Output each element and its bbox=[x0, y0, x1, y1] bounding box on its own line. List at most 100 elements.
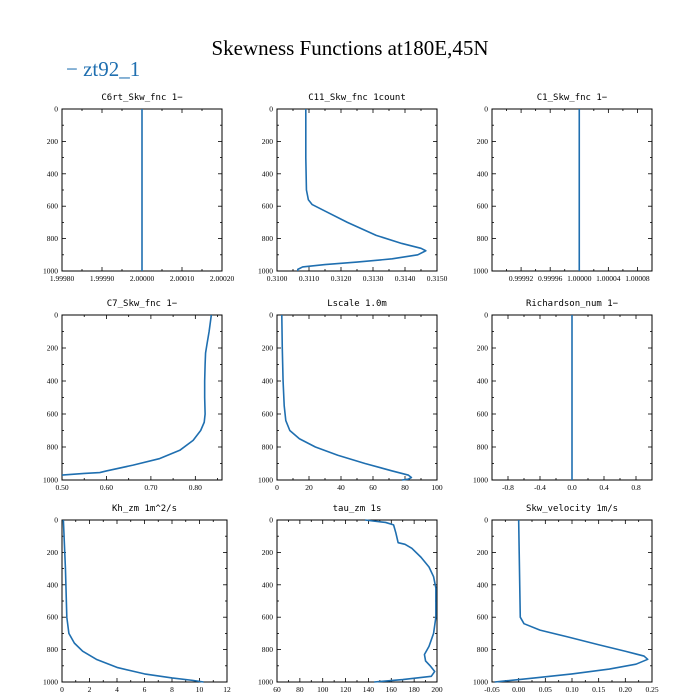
y-tick-label: 0 bbox=[269, 516, 273, 525]
x-tick-label: 12 bbox=[223, 685, 231, 694]
y-tick-label: 200 bbox=[477, 137, 489, 146]
legend-line-marker: − bbox=[66, 57, 78, 81]
x-tick-label: 1.99990 bbox=[90, 274, 115, 283]
x-tick-label: 0.3130 bbox=[363, 274, 384, 283]
x-tick-label: 2 bbox=[88, 685, 92, 694]
series-line bbox=[61, 314, 213, 476]
y-tick-label: 0 bbox=[484, 105, 488, 114]
y-tick-label: 800 bbox=[477, 645, 489, 654]
y-tick-label: 0 bbox=[54, 105, 58, 114]
plot-frame bbox=[61, 314, 223, 481]
y-tick-label: 200 bbox=[262, 344, 274, 353]
y-tick-label: 800 bbox=[262, 443, 274, 452]
panel-6: Richardson_num 1− 0 200 400 600 800 1000 -0.8 -0… bbox=[473, 299, 653, 492]
x-tick-label: 0.3150 bbox=[427, 274, 448, 283]
y-tick-label: 1000 bbox=[473, 267, 488, 276]
y-tick-label: 200 bbox=[47, 137, 59, 146]
series-line bbox=[281, 314, 413, 481]
panel-2: C11_Skw_fnc 1count 0 200 400 600 800 10000.310… bbox=[258, 93, 448, 283]
x-tick-label: 20 bbox=[305, 483, 313, 492]
y-tick-label: 1000 bbox=[473, 476, 488, 485]
legend: − zt92_1 bbox=[66, 57, 140, 82]
y-tick-label: 0 bbox=[54, 311, 58, 320]
y-tick-label: 400 bbox=[477, 377, 489, 386]
x-tick-label: 0.99992 bbox=[509, 274, 534, 283]
y-tick-label: 600 bbox=[262, 202, 274, 211]
plot-frame bbox=[491, 108, 653, 272]
x-tick-label: 4 bbox=[115, 685, 119, 694]
x-tick-label: 2.00000 bbox=[130, 274, 155, 283]
panel-title: Lscale 1.0m bbox=[327, 299, 387, 309]
panel-title: Kh_zm 1m^2/s bbox=[112, 504, 177, 514]
x-tick-label: 60 bbox=[369, 483, 377, 492]
x-tick-label: 0.05 bbox=[539, 685, 552, 694]
y-tick-label: 200 bbox=[262, 548, 274, 557]
x-tick-label: 2.00010 bbox=[170, 274, 195, 283]
x-tick-label: 0 bbox=[275, 483, 279, 492]
figure-title: Skewness Functions at180E,45N bbox=[211, 36, 489, 60]
y-tick-label: 200 bbox=[47, 344, 59, 353]
plot-frame bbox=[61, 519, 228, 683]
series-line bbox=[364, 519, 437, 683]
y-tick-label: 400 bbox=[47, 377, 59, 386]
x-tick-label: 10 bbox=[196, 685, 204, 694]
panel-title: C6rt_Skw_fnc 1− bbox=[101, 93, 183, 103]
series-line bbox=[62, 519, 204, 683]
y-tick-label: 0 bbox=[54, 516, 58, 525]
plot-frame bbox=[276, 519, 438, 683]
y-tick-label: 0 bbox=[484, 516, 488, 525]
y-tick-label: 200 bbox=[477, 344, 489, 353]
y-tick-label: 600 bbox=[262, 410, 274, 419]
x-tick-label: 0 bbox=[60, 685, 64, 694]
y-tick-label: 600 bbox=[477, 410, 489, 419]
y-tick-label: 1000 bbox=[258, 476, 273, 485]
x-tick-label: 0.3110 bbox=[299, 274, 320, 283]
x-tick-label: 0.3140 bbox=[395, 274, 416, 283]
x-tick-label: 40 bbox=[337, 483, 345, 492]
x-tick-label: 0.4 bbox=[599, 483, 609, 492]
y-tick-label: 800 bbox=[262, 645, 274, 654]
y-tick-label: 0 bbox=[484, 311, 488, 320]
panel-title: Richardson_num 1− bbox=[526, 299, 619, 309]
y-tick-label: 600 bbox=[47, 202, 59, 211]
y-tick-label: 0 bbox=[269, 311, 273, 320]
y-tick-label: 0 bbox=[269, 105, 273, 114]
x-tick-label: 2.00020 bbox=[210, 274, 235, 283]
series-line bbox=[297, 109, 427, 271]
y-tick-label: 600 bbox=[47, 613, 59, 622]
x-tick-label: 80 bbox=[296, 685, 304, 694]
x-tick-label: 100 bbox=[317, 685, 329, 694]
y-tick-label: 400 bbox=[262, 377, 274, 386]
x-tick-label: 0.20 bbox=[619, 685, 632, 694]
x-tick-label: 0.70 bbox=[144, 483, 157, 492]
panel-title: C7_Skw_fnc 1− bbox=[107, 299, 178, 309]
y-tick-label: 200 bbox=[262, 137, 274, 146]
x-tick-label: 60 bbox=[273, 685, 281, 694]
y-tick-label: 1000 bbox=[43, 476, 58, 485]
y-tick-label: 800 bbox=[477, 443, 489, 452]
y-tick-label: 400 bbox=[262, 580, 274, 589]
x-tick-label: 0.99996 bbox=[538, 274, 563, 283]
y-tick-label: 1000 bbox=[43, 678, 58, 687]
plot-frame bbox=[491, 519, 653, 683]
x-tick-label: 160 bbox=[386, 685, 398, 694]
plot-frame bbox=[276, 314, 438, 481]
x-tick-label: 0.15 bbox=[592, 685, 605, 694]
y-tick-label: 1000 bbox=[473, 678, 488, 687]
panel-title: Skw_velocity 1m/s bbox=[526, 504, 618, 514]
x-tick-label: 0.10 bbox=[565, 685, 578, 694]
series-line bbox=[494, 519, 649, 683]
x-tick-label: 200 bbox=[431, 685, 443, 694]
x-tick-label: 140 bbox=[363, 685, 375, 694]
x-tick-label: -0.05 bbox=[484, 685, 500, 694]
y-tick-label: 800 bbox=[477, 234, 489, 243]
panel-9: Skw_velocity 1m/s 0 200 400 600 800 1000-0.05 0… bbox=[473, 504, 659, 694]
x-tick-label: 0.25 bbox=[645, 685, 658, 694]
